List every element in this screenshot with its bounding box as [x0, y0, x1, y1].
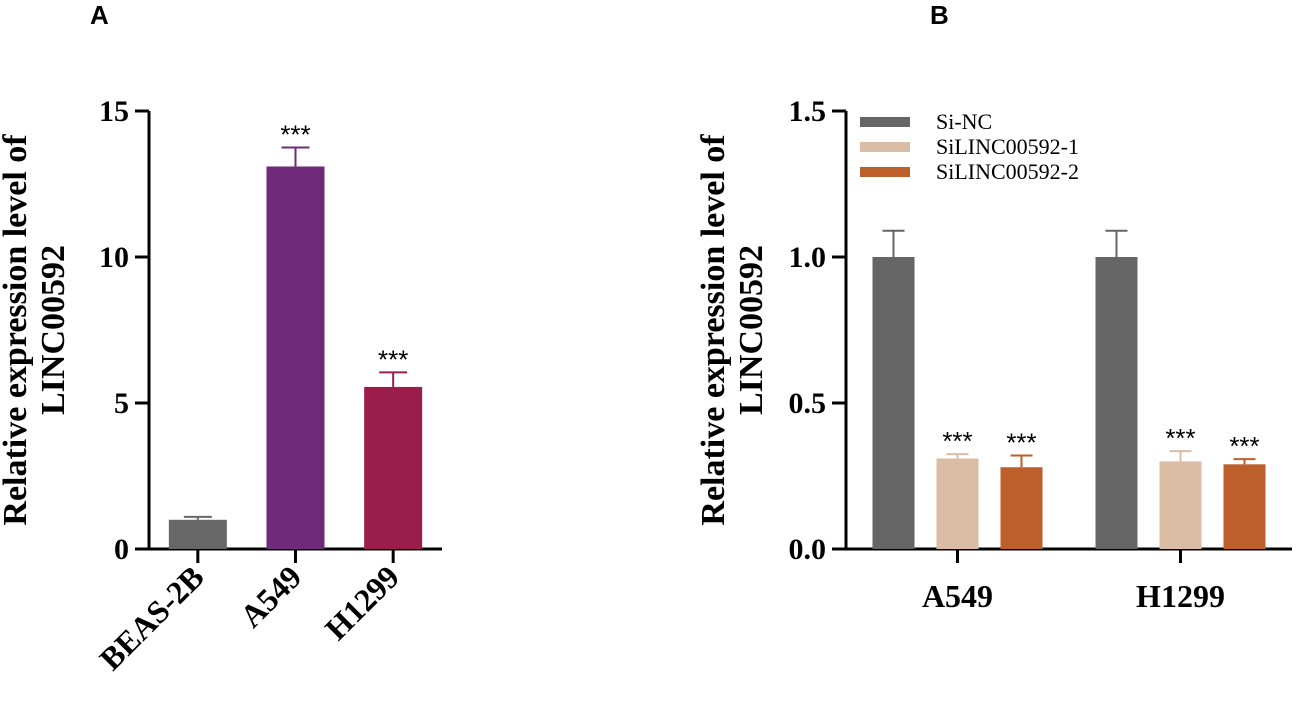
chart-b-error-bar: [1233, 458, 1256, 465]
chart-b-ylabel-line2: LINC00592: [733, 245, 770, 415]
legend-label: SiLINC00592-1: [936, 134, 1079, 159]
legend-item: Si-NC: [860, 109, 992, 134]
chart-b-error-bar: [882, 229, 905, 257]
chart-b-bar-silinc00592-1-a549: [936, 458, 979, 549]
chart-b-error-bar: [1169, 450, 1192, 462]
chart-b-significance: ***: [1165, 423, 1195, 453]
chart-a-x-label: A549: [233, 558, 309, 634]
chart-a-ylabel-line2: LINC00592: [35, 245, 72, 415]
chart-a-x-label: BEAS-2B: [92, 558, 211, 677]
legend-swatch: [860, 167, 910, 177]
chart-b-y-tick-label: 1.0: [789, 241, 827, 274]
chart-b-bar-silinc00592-2-a549: [1000, 467, 1043, 549]
chart-a-bar-beas-2b: [168, 519, 227, 549]
chart-a-error-bar: [183, 515, 212, 520]
chart-b-y-tick-label: 0.5: [789, 387, 827, 420]
chart-b-error-bar: [1105, 229, 1128, 257]
chart-b-significance: ***: [1006, 428, 1036, 458]
chart-b-error-bar: [946, 453, 969, 459]
legend-swatch: [860, 142, 910, 152]
chart-a-y-tick-label: 5: [114, 387, 129, 420]
chart-b-y-tick-label: 0.0: [789, 533, 827, 566]
legend-swatch: [860, 117, 910, 127]
chart-a-bar-h1299: [364, 386, 423, 549]
chart-b-bar-si-nc-a549: [872, 257, 915, 549]
legend-label: SiLINC00592-2: [936, 159, 1079, 184]
chart-a-significance: ***: [280, 120, 310, 150]
legend-item: SiLINC00592-2: [860, 159, 1079, 184]
chart-a-y-tick-label: 15: [99, 95, 129, 128]
chart-a-error-bar: [281, 146, 310, 167]
chart-a-significance: ***: [378, 344, 408, 374]
chart-b-x-label: H1299: [1136, 578, 1225, 614]
chart-b-significance: ***: [942, 426, 972, 456]
chart-b-bar-silinc00592-2-h1299: [1223, 464, 1266, 549]
chart-b-bar-si-nc-h1299: [1095, 257, 1138, 549]
chart-b-ylabel-line1: Relative expression level of: [695, 134, 732, 526]
chart-b-bar-silinc00592-1-h1299: [1159, 461, 1202, 549]
panel-a-label: A: [90, 0, 109, 30]
chart-b-x-label: A549: [922, 578, 993, 614]
chart-a-x-label: H1299: [318, 558, 406, 646]
chart-b-significance: ***: [1229, 431, 1259, 461]
chart-b: Relative expression level of LINC00592 0…: [695, 95, 1292, 614]
legend-label: Si-NC: [936, 109, 992, 134]
chart-a-y-tick-label: 0: [114, 533, 129, 566]
chart-a-ylabel-line1: Relative expression level of: [0, 134, 34, 526]
panel-b-label: B: [930, 0, 949, 30]
chart-a-bar-a549: [266, 166, 325, 550]
chart-b-y-tick-label: 1.5: [789, 95, 827, 128]
chart-a-error-bar: [379, 371, 408, 387]
chart-a: Relative expression level of LINC00592 0…: [0, 95, 442, 677]
chart-a-y-tick-label: 10: [99, 241, 129, 274]
chart-b-error-bar: [1010, 454, 1033, 468]
legend-item: SiLINC00592-1: [860, 134, 1079, 159]
